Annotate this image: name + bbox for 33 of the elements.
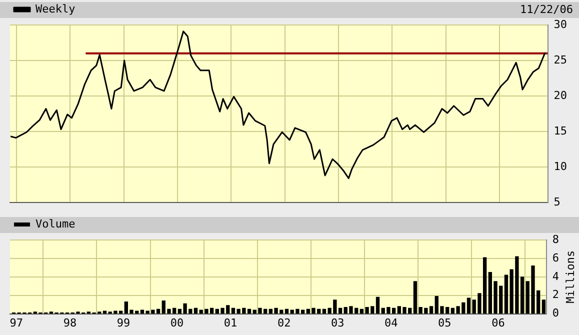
bar bbox=[413, 281, 418, 314]
y-tick-label: 15 bbox=[554, 124, 568, 138]
x-tick-label: 01 bbox=[224, 316, 238, 330]
x-tick-label: 99 bbox=[116, 316, 130, 330]
x-tick-label: 98 bbox=[63, 316, 77, 330]
x-tick-label: 06 bbox=[492, 316, 505, 330]
y-tick-label: 0 bbox=[552, 306, 559, 320]
y-tick-label: 10 bbox=[554, 160, 568, 173]
y-tick-label: 20 bbox=[554, 88, 568, 102]
y-tick-label: 30 bbox=[554, 18, 568, 31]
bar bbox=[504, 274, 508, 314]
x-tick-label: 00 bbox=[170, 316, 184, 330]
x-tick-label: 05 bbox=[438, 316, 452, 330]
bar bbox=[466, 298, 471, 314]
text: 11/22/06 bbox=[520, 2, 573, 16]
y-tick-label: 5 bbox=[554, 195, 560, 208]
x-tick-label: 04 bbox=[384, 316, 398, 330]
x-tick-label: 03 bbox=[330, 316, 344, 330]
y-tick-label: 4 bbox=[552, 270, 560, 283]
x-tick-label: 02 bbox=[277, 316, 291, 330]
bar bbox=[376, 296, 380, 314]
y-tick-label: 8 bbox=[552, 232, 559, 246]
legend-label: Volume bbox=[36, 217, 76, 230]
bar bbox=[102, 310, 107, 314]
bar bbox=[194, 308, 198, 314]
y-tick-label: 25 bbox=[554, 53, 568, 66]
x-tick-label: 97 bbox=[10, 316, 24, 330]
bar bbox=[284, 308, 289, 314]
y-tick-label: 6 bbox=[552, 251, 559, 264]
legend-label: Weekly bbox=[36, 2, 76, 16]
y-tick-label: 2 bbox=[552, 288, 559, 302]
y-axis-title: Millions bbox=[564, 250, 577, 304]
bar bbox=[542, 300, 546, 314]
